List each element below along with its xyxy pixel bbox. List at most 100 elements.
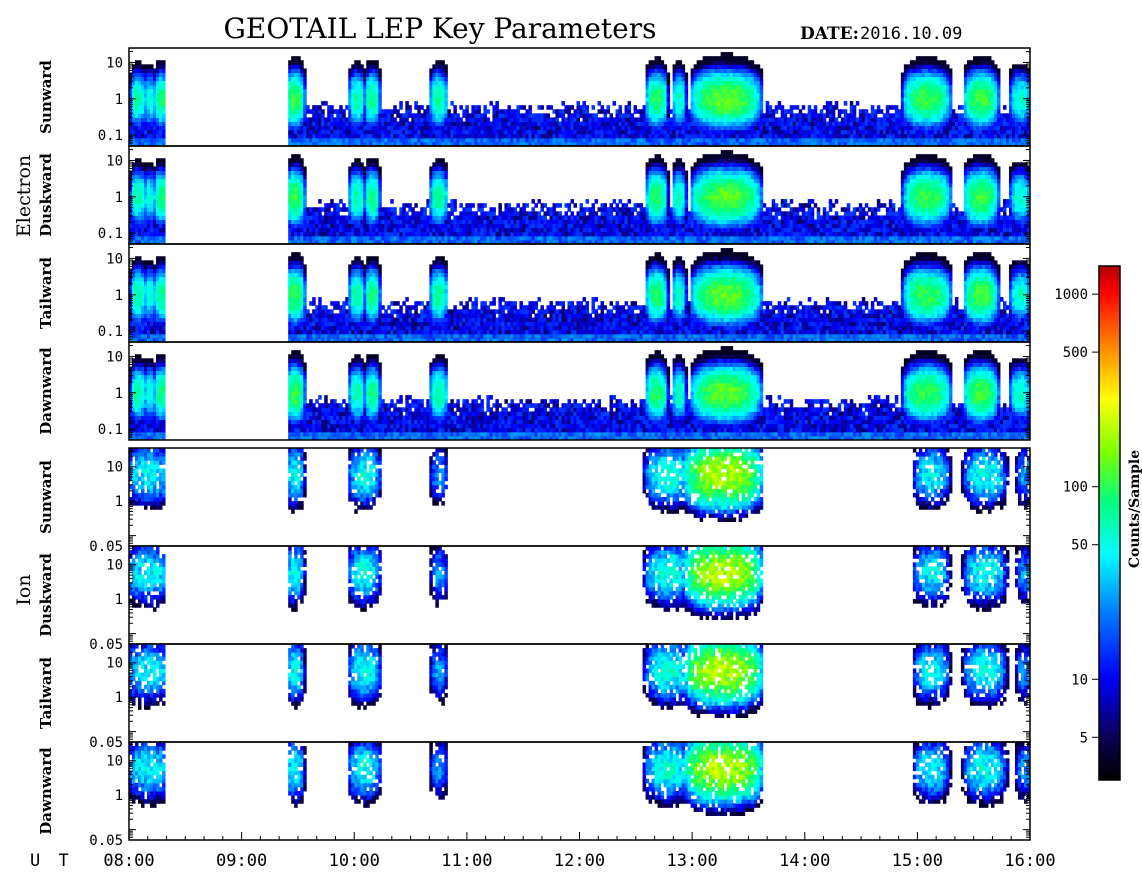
heatmap-cell (156, 175, 160, 180)
heatmap-cell (345, 215, 349, 220)
heatmap-cell (288, 73, 292, 78)
heatmap-cell (360, 130, 364, 135)
heatmap-cell (138, 109, 142, 114)
heatmap-cell (649, 77, 653, 82)
heatmap-cell (835, 134, 839, 139)
heatmap-cell (739, 126, 743, 131)
heatmap-cell (814, 105, 818, 110)
heatmap-cell (354, 224, 358, 229)
heatmap-cell (880, 126, 884, 131)
heatmap-cell (679, 126, 683, 131)
heatmap-cell (363, 101, 367, 106)
heatmap-cell (144, 228, 148, 233)
heatmap-cell (730, 126, 734, 131)
heatmap-cell (501, 138, 505, 143)
heatmap-cell (141, 236, 145, 241)
heatmap-cell (381, 236, 385, 241)
heatmap-cell (414, 101, 418, 106)
heatmap-cell (715, 93, 719, 98)
heatmap-cell (631, 117, 635, 122)
heatmap-cell (910, 81, 914, 86)
heatmap-cell (405, 109, 409, 114)
heatmap-cell (522, 126, 526, 131)
heatmap-cell (829, 113, 833, 118)
heatmap-cell (432, 130, 436, 135)
heatmap-cell (937, 85, 941, 90)
heatmap-cell (309, 224, 313, 229)
heatmap-cell (886, 113, 890, 118)
heatmap-cell (330, 134, 334, 139)
heatmap-cell (375, 175, 379, 180)
heatmap-cell (871, 117, 875, 122)
heatmap-cell (402, 203, 406, 208)
heatmap-cell (567, 126, 571, 131)
heatmap-cell (288, 77, 292, 82)
heatmap-cell (462, 232, 466, 237)
heatmap-cell (147, 179, 151, 184)
heatmap-cell (435, 93, 439, 98)
heatmap-cell (552, 117, 556, 122)
heatmap-cell (306, 220, 310, 225)
heatmap-cell (396, 220, 400, 225)
heatmap-cell (697, 105, 701, 110)
heatmap-cell (303, 179, 307, 184)
heatmap-cell (348, 109, 352, 114)
heatmap-cell (949, 85, 953, 90)
heatmap-cell (318, 220, 322, 225)
heatmap-cell (312, 220, 316, 225)
heatmap-cell (429, 109, 433, 114)
heatmap-cell (135, 81, 139, 86)
heatmap-cell (862, 134, 866, 139)
heatmap-cell (372, 97, 376, 102)
heatmap-cell (135, 73, 139, 78)
heatmap-cell (934, 93, 938, 98)
heatmap-cell (919, 105, 923, 110)
heatmap-cell (372, 130, 376, 135)
heatmap-cell (339, 134, 343, 139)
heatmap-cell (730, 77, 734, 82)
heatmap-cell (297, 191, 301, 196)
heatmap-cell (525, 203, 529, 208)
heatmap-cell (372, 81, 376, 86)
heatmap-cell (655, 113, 659, 118)
heatmap-cell (297, 73, 301, 78)
heatmap-cell (546, 228, 550, 233)
heatmap-cell (549, 236, 553, 241)
heatmap-cell (964, 85, 968, 90)
heatmap-cell (342, 138, 346, 143)
heatmap-cell (967, 97, 971, 102)
heatmap-cell (357, 77, 361, 82)
heatmap-cell (294, 179, 298, 184)
heatmap-cell (1015, 85, 1019, 90)
heatmap-cell (946, 77, 950, 82)
heatmap-cell (147, 64, 151, 69)
heatmap-cell (628, 134, 632, 139)
heatmap-cell (444, 117, 448, 122)
heatmap-cell (754, 109, 758, 114)
heatmap-cell (360, 191, 364, 196)
heatmap-cell (577, 105, 581, 110)
heatmap-cell (474, 113, 478, 118)
heatmap-cell (141, 64, 145, 69)
heatmap-cell (667, 134, 671, 139)
heatmap-cell (751, 113, 755, 118)
heatmap-cell (676, 130, 680, 135)
heatmap-cell (1024, 89, 1028, 94)
heatmap-cell (700, 122, 704, 127)
heatmap-cell (324, 215, 328, 220)
heatmap-cell (153, 191, 157, 196)
heatmap-cell (381, 224, 385, 229)
heatmap-cell (994, 89, 998, 94)
heatmap-cell (766, 134, 770, 139)
heatmap-cell (643, 109, 647, 114)
heatmap-cell (925, 134, 929, 139)
heatmap-cell (1009, 101, 1013, 106)
heatmap-cell (384, 138, 388, 143)
heatmap-cell (375, 97, 379, 102)
heatmap-cell (700, 68, 704, 73)
heatmap-cell (441, 158, 445, 163)
heatmap-cell (336, 224, 340, 229)
heatmap-cell (727, 134, 731, 139)
heatmap-cell (300, 73, 304, 78)
heatmap-cell (580, 113, 584, 118)
